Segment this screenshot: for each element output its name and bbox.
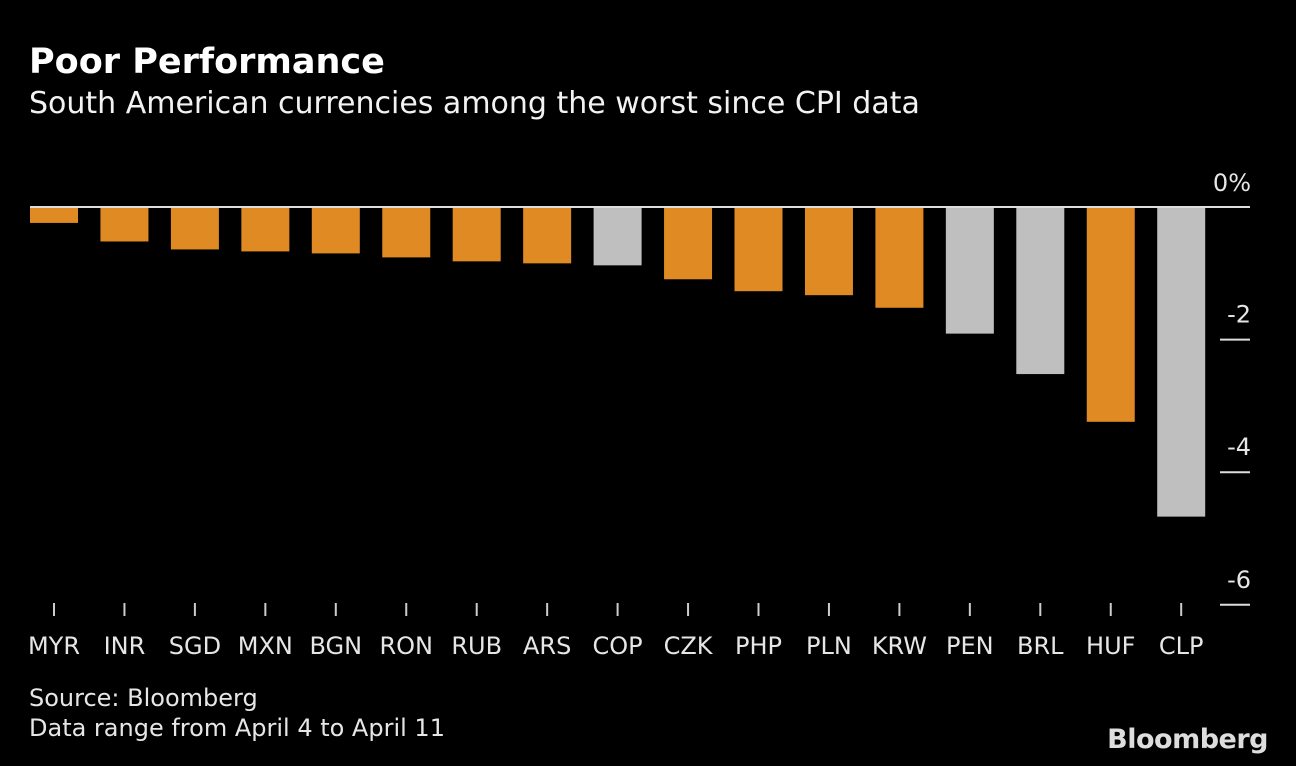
x-tick-label: BGN (310, 632, 363, 660)
x-tick-label: SGD (169, 632, 221, 660)
bar-krw (875, 207, 924, 308)
x-tick-label: RUB (451, 632, 502, 660)
x-tick-label: CLP (1159, 632, 1204, 660)
bar-ron (382, 207, 431, 258)
y-tick-label: -6 (1227, 566, 1251, 594)
bar-myr (30, 207, 78, 223)
y-tick-label: -4 (1227, 433, 1251, 461)
bar-php (734, 207, 783, 292)
bar-ars (523, 207, 572, 264)
bar-czk (664, 207, 713, 280)
bar-bgn (311, 207, 360, 254)
bar-mxn (241, 207, 290, 252)
bar-clp (1157, 207, 1206, 517)
x-tick-label: MYR (28, 632, 80, 660)
x-tick-label: PEN (946, 632, 994, 660)
x-tick-label: HUF (1086, 632, 1135, 660)
bar-sgd (170, 207, 219, 250)
x-tick-label: COP (593, 632, 643, 660)
x-tick-label: CZK (664, 632, 714, 660)
bar-cop (593, 207, 642, 266)
data-range-note: Data range from April 4 to April 11 (29, 714, 445, 742)
bar-rub (452, 207, 501, 262)
bar-pln (804, 207, 853, 296)
x-tick-label: BRL (1017, 632, 1064, 660)
x-tick-label: PLN (806, 632, 852, 660)
source-note: Source: Bloomberg (29, 684, 258, 712)
x-tick-label: ARS (523, 632, 571, 660)
bar-pen (945, 207, 994, 334)
x-tick-label: PHP (735, 632, 782, 660)
y-tick-label: 0% (1213, 169, 1251, 197)
x-tick-label: KRW (872, 632, 927, 660)
x-tick-label: INR (104, 632, 146, 660)
bar-huf (1086, 207, 1135, 422)
bloomberg-logo: Bloomberg (1107, 724, 1268, 755)
y-tick-label: -2 (1227, 301, 1251, 329)
chart-title: Poor Performance (29, 42, 385, 82)
x-tick-label: MXN (238, 632, 293, 660)
bar-brl (1016, 207, 1065, 375)
x-tick-label: RON (379, 632, 433, 660)
bar-inr (100, 207, 149, 242)
chart-subtitle: South American currencies among the wors… (29, 86, 920, 121)
